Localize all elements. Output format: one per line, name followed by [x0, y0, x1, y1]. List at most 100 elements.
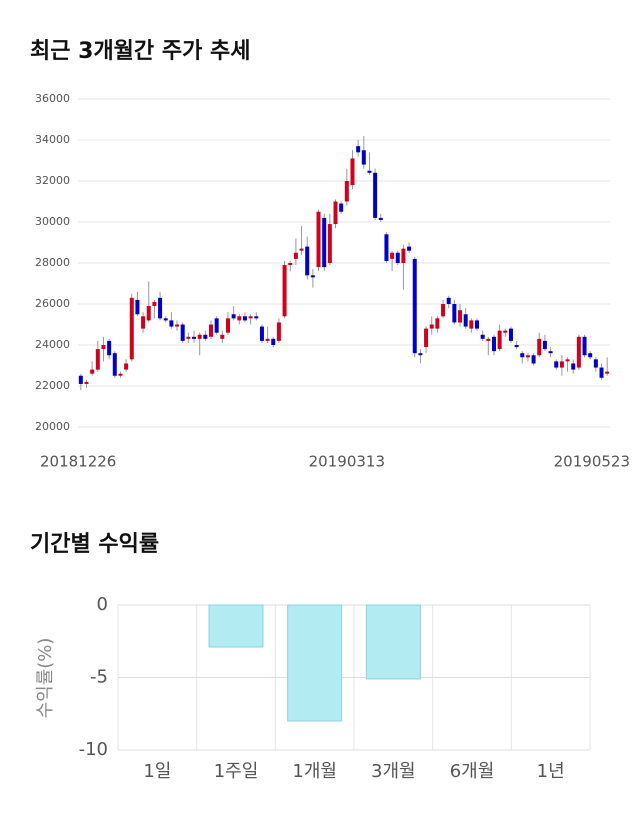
chart-title: 기간별 수익률	[30, 532, 159, 557]
x-tick-label: 6개월	[450, 761, 495, 782]
candle-body	[146, 306, 151, 321]
candle-body	[271, 338, 276, 345]
x-tick-label: 20190523	[554, 453, 630, 471]
candle-body	[101, 345, 106, 350]
candle-body	[95, 349, 100, 370]
candle-body	[78, 375, 83, 384]
candle-body	[333, 201, 338, 225]
candle-body	[469, 320, 474, 329]
candle-body	[288, 263, 293, 266]
candle-body	[180, 324, 185, 341]
candle-body	[305, 246, 310, 276]
x-tick-label: 1년	[537, 761, 565, 782]
candle-body	[322, 217, 327, 268]
candle-body	[559, 361, 564, 368]
candle-body	[429, 324, 434, 329]
y-tick-label: 28000	[35, 256, 70, 269]
x-tick-label: 20181226	[40, 453, 116, 471]
candle-body	[554, 361, 559, 368]
y-tick-label: 0	[97, 594, 108, 615]
x-tick-label: 1개월	[292, 761, 337, 782]
candle-body	[169, 320, 174, 327]
candle-body	[242, 316, 247, 321]
candle-body	[107, 340, 112, 356]
candle-body	[480, 334, 485, 339]
candle-body	[186, 336, 191, 339]
candle-body	[441, 304, 446, 317]
candle-body	[90, 369, 95, 374]
candle-body	[175, 324, 180, 327]
candle-body	[237, 316, 242, 321]
candle-body	[124, 363, 129, 370]
candle-body	[520, 353, 525, 358]
candle-body	[344, 181, 349, 202]
y-tick-label: 30000	[35, 215, 70, 228]
candle-body	[231, 314, 236, 319]
candle-body	[135, 299, 140, 315]
candle-body	[407, 246, 412, 251]
y-axis-label: 수익률(%)	[35, 638, 56, 719]
candle-body	[475, 320, 479, 329]
candle-body	[418, 353, 423, 356]
candle-body	[378, 217, 383, 220]
candle-body	[276, 322, 281, 341]
candle-body	[293, 252, 298, 259]
candle-body	[514, 345, 519, 348]
candle-body	[531, 355, 536, 364]
candle-body	[282, 265, 287, 317]
candle-body	[214, 318, 219, 333]
candle-body	[158, 297, 163, 319]
candle-body	[197, 334, 202, 339]
candle-body	[605, 371, 610, 374]
y-tick-label: 34000	[35, 133, 70, 146]
candle-body	[310, 275, 315, 278]
candle-body	[84, 381, 89, 384]
candle-body	[395, 252, 400, 263]
candle-body	[525, 355, 530, 358]
candle-body	[424, 328, 429, 348]
candle-body	[452, 304, 457, 323]
candle-body	[582, 336, 587, 356]
candle-body	[435, 318, 440, 329]
y-tick-label: 24000	[35, 338, 70, 351]
candle-body	[339, 203, 344, 212]
candle-body	[491, 336, 496, 352]
candle-body	[209, 324, 213, 337]
candle-body	[129, 297, 134, 360]
x-tick-label: 1주일	[214, 761, 259, 782]
candle-body	[192, 336, 197, 339]
candle-body	[548, 351, 553, 354]
y-tick-label: 26000	[35, 297, 70, 310]
y-tick-label: -5	[90, 667, 108, 688]
candle-body	[571, 363, 576, 370]
candle-body	[593, 359, 598, 368]
candle-body	[384, 234, 389, 261]
candle-body	[316, 211, 321, 268]
candle-body	[599, 367, 604, 378]
candle-body	[463, 314, 468, 327]
candle-body	[248, 316, 253, 319]
x-tick-label: 1일	[143, 761, 171, 782]
x-tick-label: 20190313	[309, 453, 385, 471]
bar	[287, 604, 343, 722]
candle-body	[361, 150, 366, 165]
candle-body	[141, 316, 146, 329]
candle-body	[390, 252, 395, 259]
candle-body	[486, 338, 491, 341]
candle-body	[265, 338, 270, 341]
candle-body	[112, 353, 117, 376]
candle-body	[254, 316, 259, 319]
candle-body	[220, 334, 225, 339]
candle-body	[537, 338, 542, 356]
candle-body	[565, 359, 570, 362]
candle-body	[163, 318, 168, 321]
candle-body	[152, 301, 157, 307]
candle-body	[203, 334, 208, 339]
candle-body	[259, 326, 264, 341]
candle-body	[327, 224, 332, 263]
y-tick-label: 32000	[35, 174, 70, 187]
candle-body	[576, 336, 581, 368]
y-tick-label: 36000	[35, 92, 70, 105]
candle-body	[356, 146, 361, 153]
